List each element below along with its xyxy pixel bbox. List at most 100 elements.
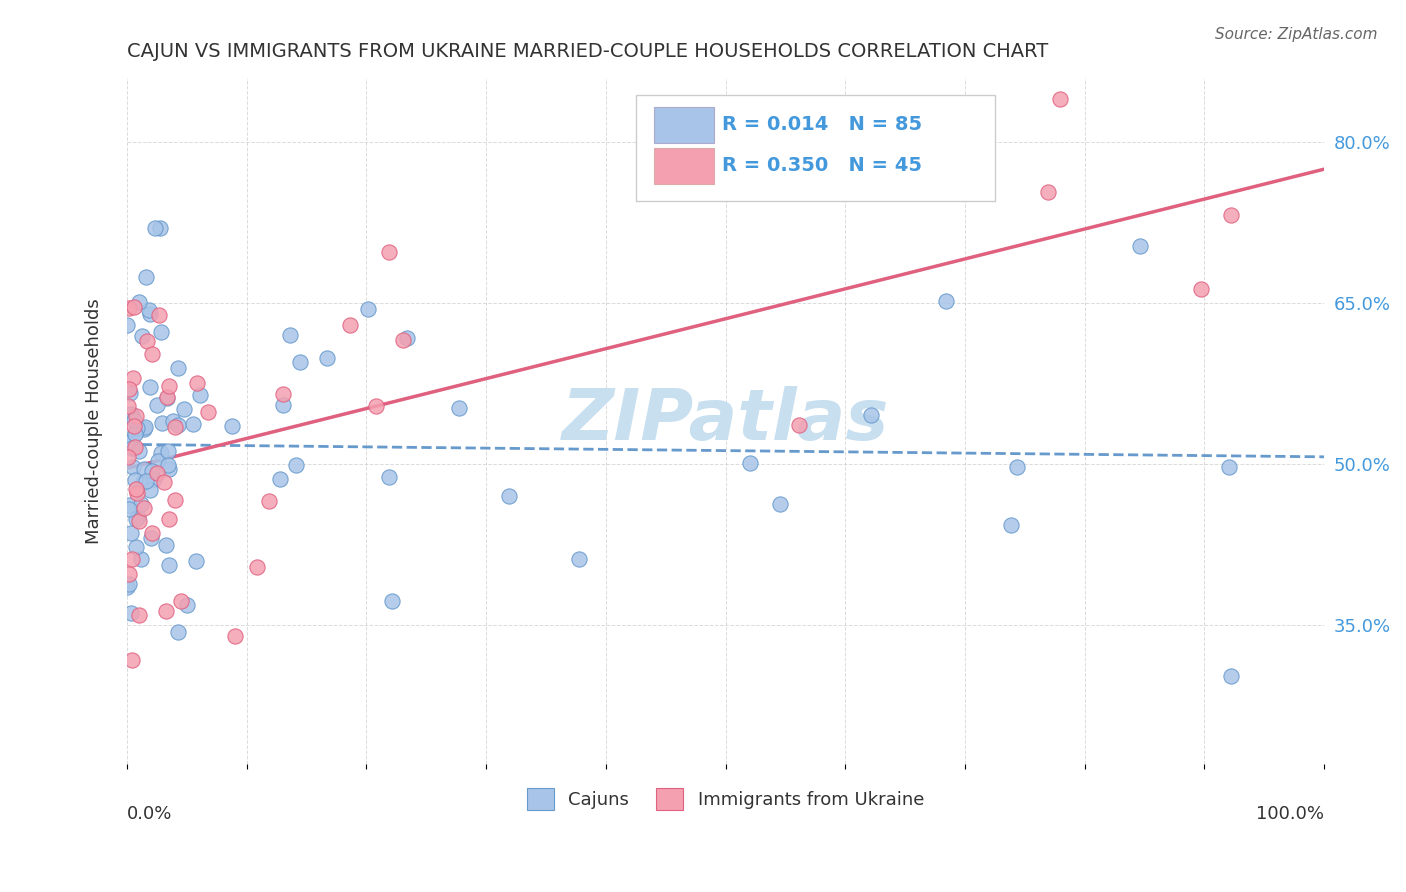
Cajuns [162, 414, 184, 428]
Cajuns [128, 294, 150, 309]
Text: 100.0%: 100.0% [1256, 805, 1324, 823]
Cajuns [1218, 459, 1240, 474]
Immigrants from Ukraine [141, 346, 163, 360]
Cajuns [139, 483, 162, 498]
Immigrants from Ukraine [339, 318, 361, 333]
Cajuns [135, 269, 157, 284]
Immigrants from Ukraine [1189, 282, 1212, 296]
Cajuns [157, 558, 180, 572]
Cajuns [1000, 517, 1022, 532]
Immigrants from Ukraine [1220, 208, 1243, 222]
Cajuns [278, 328, 301, 343]
Cajuns [139, 531, 162, 545]
Text: R = 0.014   N = 85: R = 0.014 N = 85 [721, 115, 922, 134]
Cajuns [118, 498, 141, 512]
Immigrants from Ukraine [1036, 185, 1059, 199]
Immigrants from Ukraine [186, 376, 208, 390]
Cajuns [120, 434, 142, 448]
Immigrants from Ukraine [152, 475, 174, 489]
Immigrants from Ukraine [117, 399, 139, 413]
Cajuns [738, 456, 761, 470]
Immigrants from Ukraine [157, 512, 180, 526]
Cajuns [221, 419, 243, 434]
Cajuns [132, 475, 155, 490]
Immigrants from Ukraine [366, 399, 388, 413]
Immigrants from Ukraine [136, 334, 159, 348]
Cajuns [118, 502, 141, 516]
Cajuns [176, 598, 198, 612]
Immigrants from Ukraine [121, 653, 143, 667]
Cajuns [124, 427, 146, 442]
Cajuns [124, 473, 146, 487]
Immigrants from Ukraine [121, 370, 143, 384]
Cajuns [127, 420, 149, 434]
Cajuns [150, 446, 173, 460]
Cajuns [356, 302, 378, 317]
Immigrants from Ukraine [117, 382, 139, 396]
FancyBboxPatch shape [654, 107, 714, 143]
Immigrants from Ukraine [787, 417, 810, 432]
Immigrants from Ukraine [257, 494, 280, 508]
Immigrants from Ukraine [163, 492, 186, 507]
Cajuns [498, 489, 520, 503]
Immigrants from Ukraine [122, 419, 145, 434]
Cajuns [121, 409, 143, 423]
Immigrants from Ukraine [157, 379, 180, 393]
Immigrants from Ukraine [273, 386, 295, 401]
Cajuns [117, 580, 139, 594]
Immigrants from Ukraine [1049, 92, 1071, 106]
Immigrants from Ukraine [118, 566, 141, 581]
Cajuns [134, 422, 156, 436]
Immigrants from Ukraine [121, 552, 143, 566]
Cajuns [138, 307, 160, 321]
Cajuns [1005, 460, 1028, 475]
Cajuns [146, 398, 169, 412]
Cajuns [125, 540, 148, 554]
Immigrants from Ukraine [197, 405, 219, 419]
Text: 0.0%: 0.0% [127, 805, 173, 823]
Immigrants from Ukraine [124, 441, 146, 455]
Cajuns [157, 458, 180, 472]
Immigrants from Ukraine [224, 629, 246, 643]
Y-axis label: Married-couple Households: Married-couple Households [86, 298, 103, 544]
Cajuns [141, 463, 163, 477]
Immigrants from Ukraine [127, 486, 149, 500]
Cajuns [125, 512, 148, 526]
Immigrants from Ukraine [392, 333, 415, 347]
Cajuns [149, 325, 172, 339]
Immigrants from Ukraine [128, 608, 150, 623]
Cajuns [122, 459, 145, 474]
Text: R = 0.350   N = 45: R = 0.350 N = 45 [721, 156, 922, 175]
Cajuns [115, 318, 138, 332]
FancyBboxPatch shape [636, 95, 995, 202]
Cajuns [269, 472, 291, 486]
Immigrants from Ukraine [122, 300, 145, 314]
Cajuns [316, 351, 339, 365]
Immigrants from Ukraine [125, 482, 148, 496]
Cajuns [284, 458, 307, 473]
Immigrants from Ukraine [128, 515, 150, 529]
FancyBboxPatch shape [654, 148, 714, 184]
Cajuns [395, 330, 418, 344]
Immigrants from Ukraine [156, 390, 179, 404]
Cajuns [173, 402, 195, 417]
Immigrants from Ukraine [118, 301, 141, 316]
Cajuns [134, 420, 156, 434]
Cajuns [143, 221, 166, 235]
Immigrants from Ukraine [155, 604, 177, 618]
Immigrants from Ukraine [245, 560, 267, 574]
Immigrants from Ukraine [141, 526, 163, 541]
Cajuns [381, 594, 404, 608]
Cajuns [129, 497, 152, 511]
Cajuns [288, 354, 311, 368]
Cajuns [273, 398, 295, 412]
Cajuns [129, 552, 152, 566]
Immigrants from Ukraine [163, 419, 186, 434]
Cajuns [184, 554, 207, 568]
Immigrants from Ukraine [148, 308, 170, 322]
Cajuns [769, 497, 792, 511]
Text: ZIPatlas: ZIPatlas [562, 386, 889, 456]
Cajuns [121, 442, 143, 456]
Cajuns [155, 538, 177, 552]
Immigrants from Ukraine [125, 409, 148, 424]
